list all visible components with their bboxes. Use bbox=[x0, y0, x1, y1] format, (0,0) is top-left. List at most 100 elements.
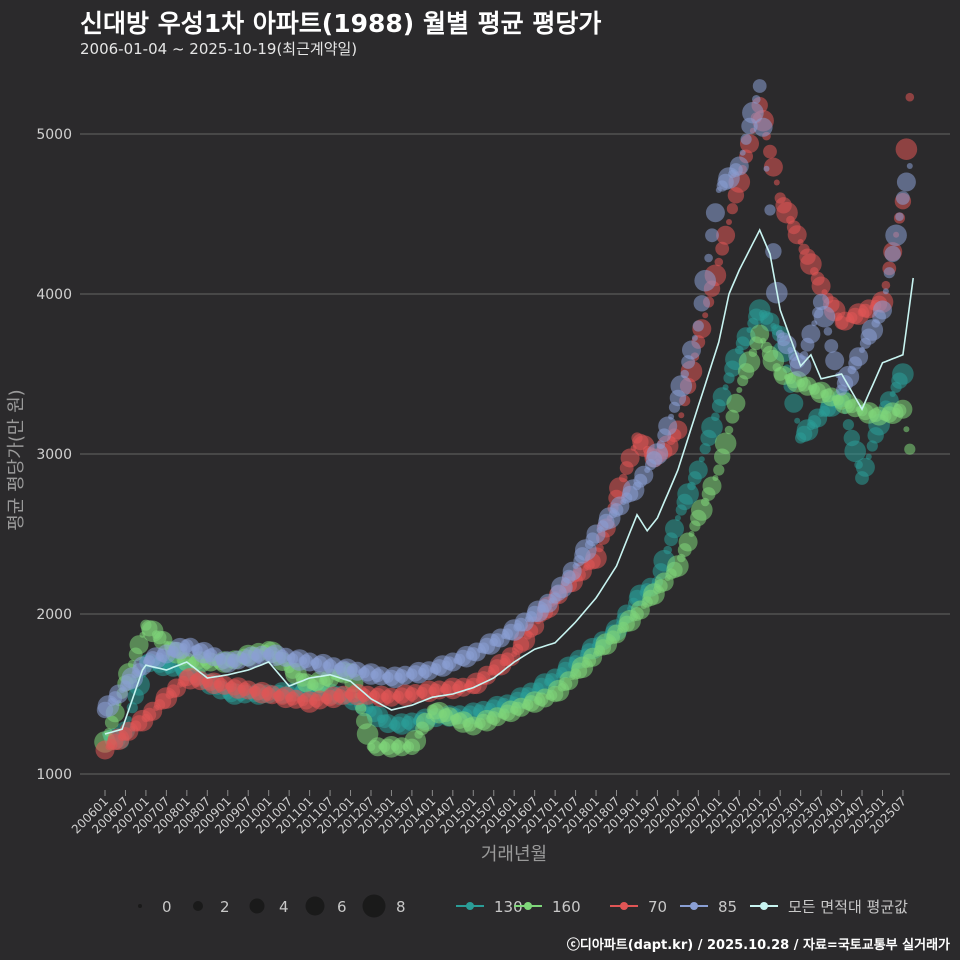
data-point bbox=[752, 79, 767, 93]
data-point bbox=[701, 416, 723, 439]
legend-size-marker bbox=[249, 898, 265, 914]
data-point bbox=[801, 324, 821, 344]
data-point bbox=[842, 419, 855, 431]
legend-color-dot bbox=[690, 902, 698, 910]
legend-color-dot bbox=[760, 902, 768, 910]
data-point bbox=[883, 267, 895, 279]
y-tick-label: 1000 bbox=[36, 767, 72, 783]
y-axis-ticks: 1000 2000 3000 4000 5000 bbox=[36, 127, 72, 783]
data-point bbox=[712, 475, 719, 481]
data-point bbox=[893, 399, 913, 419]
data-point bbox=[722, 384, 729, 391]
data-point bbox=[702, 476, 722, 496]
data-point bbox=[355, 702, 367, 715]
y-tick-label: 3000 bbox=[36, 447, 72, 463]
y-axis-title: 평균 평당가(만 원) bbox=[6, 389, 27, 530]
data-point bbox=[823, 327, 833, 336]
legend-size-label: 0 bbox=[162, 898, 172, 916]
data-point bbox=[680, 369, 689, 379]
average-line bbox=[104, 228, 914, 735]
data-point bbox=[742, 101, 764, 124]
data-point bbox=[726, 203, 739, 215]
data-point bbox=[813, 305, 836, 328]
legend-size-label: 8 bbox=[396, 898, 406, 916]
data-point bbox=[595, 543, 604, 553]
data-point bbox=[714, 432, 737, 455]
data-point bbox=[126, 702, 138, 714]
data-point bbox=[620, 448, 640, 468]
chart-title: 신대방 우성1차 아파트(1988) 월별 평균 평당가 bbox=[80, 9, 602, 38]
data-point bbox=[705, 228, 719, 243]
data-point bbox=[656, 440, 666, 450]
data-point bbox=[691, 335, 698, 341]
x-axis-ticks: 2006012006072007012007072008012008072009… bbox=[69, 790, 909, 837]
data-point bbox=[794, 417, 801, 424]
data-point bbox=[682, 340, 701, 360]
data-point bbox=[739, 149, 746, 156]
data-point bbox=[763, 157, 783, 177]
data-point bbox=[903, 426, 910, 433]
data-point bbox=[713, 464, 725, 476]
data-point bbox=[873, 300, 892, 320]
legend-color-label: 160 bbox=[552, 898, 581, 916]
data-point bbox=[694, 269, 716, 292]
data-point bbox=[726, 219, 732, 225]
data-point bbox=[658, 416, 678, 436]
legend-color-label: 모든 면적대 평균값 bbox=[788, 898, 908, 916]
data-point bbox=[668, 413, 675, 420]
chart-subtitle: 2006-01-04 ~ 2025-10-19(최근계약일) bbox=[80, 40, 358, 58]
data-point bbox=[895, 138, 918, 160]
data-point bbox=[885, 224, 907, 247]
legend-color-label: 85 bbox=[718, 898, 737, 916]
legend-color-label: 70 bbox=[648, 898, 667, 916]
data-point bbox=[705, 203, 725, 223]
data-point bbox=[688, 460, 708, 480]
data-point bbox=[740, 133, 752, 145]
legend-color-label: 130 bbox=[494, 898, 523, 916]
data-point bbox=[715, 241, 730, 256]
data-point bbox=[674, 515, 681, 521]
data-point bbox=[763, 144, 777, 159]
legend-size-marker bbox=[305, 896, 325, 916]
data-point bbox=[905, 92, 915, 102]
grid-lines bbox=[80, 133, 950, 775]
data-point bbox=[787, 225, 807, 245]
data-point bbox=[748, 348, 758, 358]
legend-size-label: 4 bbox=[279, 898, 289, 916]
series-85 bbox=[96, 79, 916, 719]
data-point bbox=[698, 456, 705, 463]
data-point bbox=[811, 276, 831, 296]
data-point bbox=[738, 351, 761, 373]
data-point bbox=[773, 179, 780, 186]
legend-size-label: 6 bbox=[337, 898, 347, 916]
data-point bbox=[729, 156, 749, 176]
data-point bbox=[892, 363, 914, 385]
data-point bbox=[724, 425, 734, 435]
data-point bbox=[663, 545, 672, 555]
data-point bbox=[688, 531, 695, 537]
data-point bbox=[670, 375, 693, 397]
legend-color-dot bbox=[524, 902, 532, 910]
data-point bbox=[844, 440, 866, 463]
data-point bbox=[865, 453, 872, 460]
data-point bbox=[904, 443, 916, 455]
y-tick-label: 2000 bbox=[36, 607, 72, 623]
footer-credit: ⓒ디아파트(dapt.kr) / 2025.10.28 / 자료=국토교통부 실… bbox=[566, 938, 950, 953]
data-point bbox=[716, 225, 736, 245]
legend-color-dot bbox=[466, 902, 474, 910]
legend-size-marker bbox=[193, 901, 203, 911]
data-point bbox=[711, 412, 720, 422]
data-point bbox=[646, 443, 669, 465]
data-point bbox=[753, 117, 773, 137]
data-point bbox=[725, 409, 740, 424]
data-point bbox=[895, 212, 904, 221]
data-point bbox=[714, 257, 724, 267]
data-point bbox=[619, 473, 628, 483]
data-point bbox=[882, 288, 889, 295]
data-point bbox=[763, 165, 770, 172]
data-point bbox=[849, 347, 869, 367]
data-point bbox=[896, 172, 916, 192]
data-point bbox=[825, 351, 845, 371]
data-point bbox=[824, 339, 839, 353]
data-point bbox=[726, 393, 746, 413]
